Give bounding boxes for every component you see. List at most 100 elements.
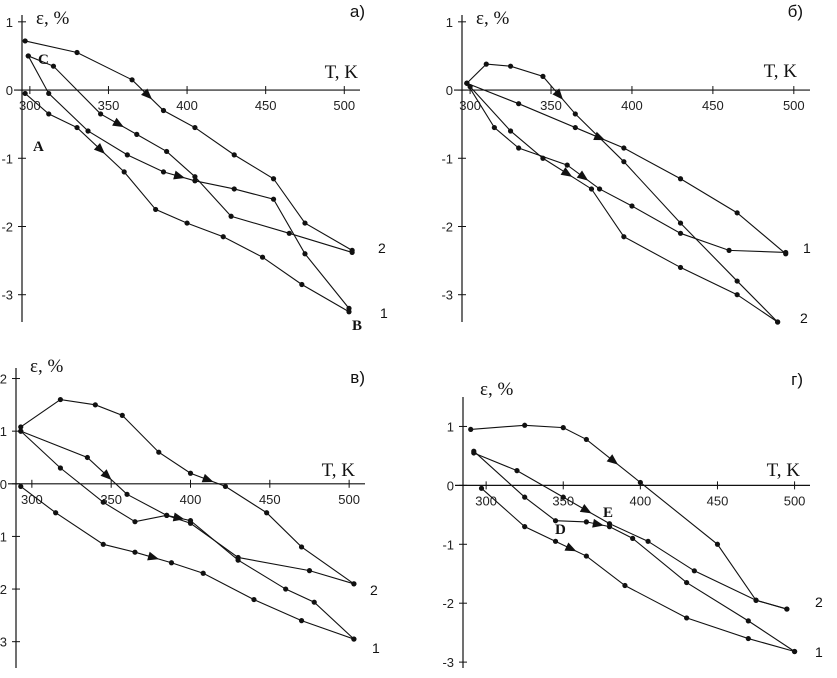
data-point [132, 519, 138, 525]
data-point [507, 128, 514, 134]
direction-arrow [579, 504, 592, 514]
x-tick-label: 400 [176, 98, 198, 113]
y-tick-label: -1 [0, 529, 7, 544]
x-tick-label: 350 [552, 493, 574, 508]
data-point [516, 101, 522, 107]
data-point [74, 49, 80, 56]
data-point [726, 247, 732, 253]
data-point [129, 77, 135, 83]
point-annotation: D [555, 522, 566, 538]
data-point [228, 213, 234, 219]
data-point [264, 510, 270, 516]
data-point [302, 220, 308, 226]
data-point [251, 596, 257, 603]
data-point [153, 206, 159, 213]
y-tick-label: -3 [442, 655, 454, 670]
data-point [57, 396, 64, 403]
x-tick-label: 300 [475, 493, 497, 508]
curve-label: 2 [815, 594, 823, 610]
series-line [470, 424, 788, 610]
data-point [74, 124, 80, 131]
chart-panel-2: 300 350 400 450 500 1 0 -1 -2 -3 ε, % T, K б) 1 2 [441, 2, 811, 326]
point-annotation: C [38, 52, 49, 68]
data-point [677, 230, 684, 236]
y-axis-label: ε, % [480, 379, 513, 400]
chart-panel-1: 300 350 400 450 500 1 0 -1 -2 -3 ε, % T, K а) 2 1 C A B [1, 2, 388, 334]
series-line [24, 93, 350, 313]
direction-arrow [172, 512, 185, 522]
data-point [222, 483, 228, 490]
point-annotation: A [33, 139, 44, 155]
data-point [684, 615, 690, 621]
series-line [25, 40, 353, 251]
data-point [514, 468, 520, 474]
data-point [507, 63, 514, 69]
direction-arrow [173, 170, 185, 180]
y-tick-label: 1 [6, 15, 13, 30]
data-point [53, 510, 59, 516]
data-point [734, 278, 740, 284]
x-tick-label: 400 [180, 492, 202, 507]
data-point [734, 210, 740, 216]
data-point [583, 519, 589, 525]
data-point [572, 111, 578, 117]
data-point [119, 412, 125, 418]
y-tick-label: 1 [0, 424, 7, 439]
data-point [560, 425, 566, 431]
data-point [132, 549, 138, 555]
data-point [464, 80, 470, 86]
y-tick-label: -2 [441, 219, 453, 234]
curve-label: 2 [370, 582, 378, 598]
data-point [124, 491, 130, 497]
data-point [164, 512, 170, 518]
y-tick-label: 0 [447, 478, 454, 493]
data-point [606, 524, 613, 530]
direction-arrow [141, 88, 153, 100]
series-line [469, 86, 778, 323]
data-point [775, 319, 781, 325]
y-tick-label: 0 [6, 83, 13, 98]
panel-label: г) [791, 370, 803, 389]
x-tick-label: 500 [784, 493, 806, 508]
data-point [231, 186, 237, 192]
y-axis-label: ε, % [30, 356, 63, 377]
series-line [20, 485, 355, 640]
data-point [596, 186, 603, 192]
data-point [220, 234, 226, 240]
series-line [473, 452, 788, 610]
direction-arrow [93, 143, 105, 154]
data-point [630, 535, 636, 541]
data-point [522, 422, 528, 428]
data-point [98, 111, 104, 117]
data-point [522, 524, 528, 530]
panel-label: в) [350, 368, 365, 387]
data-point [471, 448, 477, 454]
x-tick-label: 300 [21, 492, 43, 507]
data-point [57, 465, 64, 471]
data-point [100, 541, 106, 547]
data-point [200, 570, 206, 576]
direction-arrow [201, 473, 214, 483]
data-point [588, 186, 595, 192]
data-point [306, 568, 313, 574]
series-line [20, 430, 355, 585]
data-point [184, 220, 190, 226]
data-point [622, 582, 628, 589]
y-tick-label: -1 [1, 151, 13, 166]
curve-label: 2 [378, 240, 386, 256]
data-point [259, 254, 266, 260]
data-point [187, 470, 194, 476]
data-point [560, 494, 566, 500]
curve-label: 1 [380, 305, 388, 321]
series-line [481, 487, 795, 653]
data-point [540, 155, 546, 161]
data-point [677, 220, 684, 226]
y-tick-label: -2 [442, 596, 454, 611]
y-tick-label: 2 [0, 372, 7, 387]
data-point [540, 73, 546, 79]
chart-panel-3: 300 350 400 450 500 2 1 0 -1 -2 -3 ε, % T, K в) 2 1 [0, 356, 380, 668]
y-tick-label: 1 [446, 15, 453, 30]
data-point [22, 38, 28, 44]
direction-arrow [592, 518, 604, 528]
y-axis-label: ε, % [476, 8, 509, 29]
